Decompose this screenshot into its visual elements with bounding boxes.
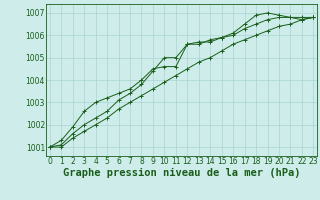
X-axis label: Graphe pression niveau de la mer (hPa): Graphe pression niveau de la mer (hPa) (63, 168, 300, 178)
